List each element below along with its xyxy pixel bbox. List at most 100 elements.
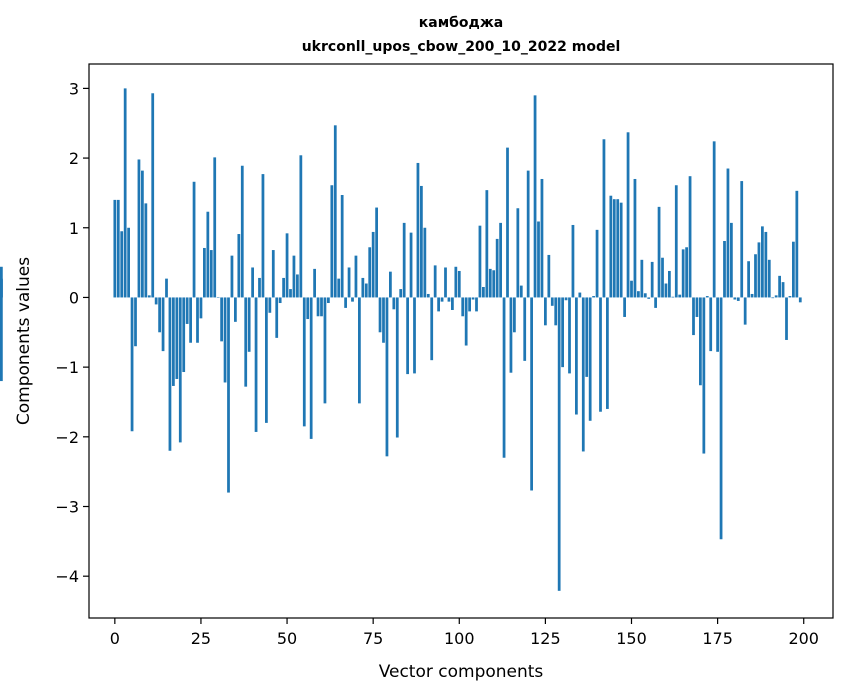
bar [740,181,744,298]
bar [172,297,175,386]
bar [440,297,444,302]
bar [151,93,155,298]
bar [509,297,513,373]
bar [626,132,630,298]
y-axis-label: Components values [14,257,34,425]
bar [695,297,699,317]
bar [275,297,279,338]
bar [654,297,657,308]
bar [399,289,403,298]
bar [330,185,334,298]
bar [389,271,392,298]
bar [333,125,337,298]
bar [478,225,482,298]
bar [750,293,754,298]
bar [375,207,378,298]
bar [592,296,595,298]
bar [778,275,781,298]
bar [523,297,527,361]
bar [144,203,148,298]
x-tick-label: 125 [530,629,561,648]
bar [247,297,251,352]
bar [702,297,706,454]
bar [736,297,740,301]
bar [199,297,203,319]
bar [240,165,244,298]
bar [692,297,695,336]
bar [234,297,237,322]
bar [602,139,606,298]
bar [643,293,647,298]
bar [364,283,368,298]
y-tick-label: 2 [69,149,79,168]
bar [203,247,206,298]
bar [134,297,137,347]
bar [354,255,358,298]
bar [650,261,654,298]
bar [316,297,320,317]
bar [196,297,199,343]
bar [557,297,561,591]
bar [764,231,768,298]
bar [378,297,382,333]
bar [413,297,416,374]
bar [423,227,427,298]
bar [351,297,354,302]
plot-frame [88,63,834,619]
bar [385,297,389,457]
bar [730,222,733,298]
bar [227,297,230,493]
bar [575,297,578,415]
bar [161,297,165,352]
bar [0,297,3,382]
bar [606,297,609,409]
bar [719,297,723,540]
bar [392,297,396,310]
x-tick-label: 150 [616,629,647,648]
bar [420,185,423,298]
bar [258,277,261,298]
bar [792,241,795,298]
bar [502,297,506,458]
bar [371,231,375,298]
bar [292,255,296,298]
x-tick-label: 25 [191,629,211,648]
bar [495,238,499,298]
bar [564,297,568,301]
bar [781,282,785,298]
bar [640,259,644,298]
bar [444,267,447,298]
bar [454,266,458,298]
x-tick-label: 200 [788,629,819,648]
bar [254,297,258,432]
bar [402,222,406,298]
bar [788,296,792,298]
bar [723,241,726,298]
bar [554,297,558,326]
bar [223,297,227,383]
bar [785,297,788,340]
bar [475,297,478,312]
bar [761,226,764,298]
bar [471,297,475,300]
bar [674,185,678,298]
bar [526,170,530,298]
bar [578,292,582,298]
bar [771,297,775,299]
bar [547,254,551,298]
bar [433,265,437,298]
y-tick-label: 1 [69,219,79,238]
bar [237,234,241,298]
bar [581,297,585,452]
bar [178,297,182,443]
bar [550,297,554,306]
bar [688,176,692,298]
x-tick-label: 50 [277,629,297,648]
bar [406,297,409,375]
bar [485,190,489,298]
bar [320,297,323,317]
bar [220,297,223,342]
bar [358,297,361,404]
bar [361,277,365,298]
